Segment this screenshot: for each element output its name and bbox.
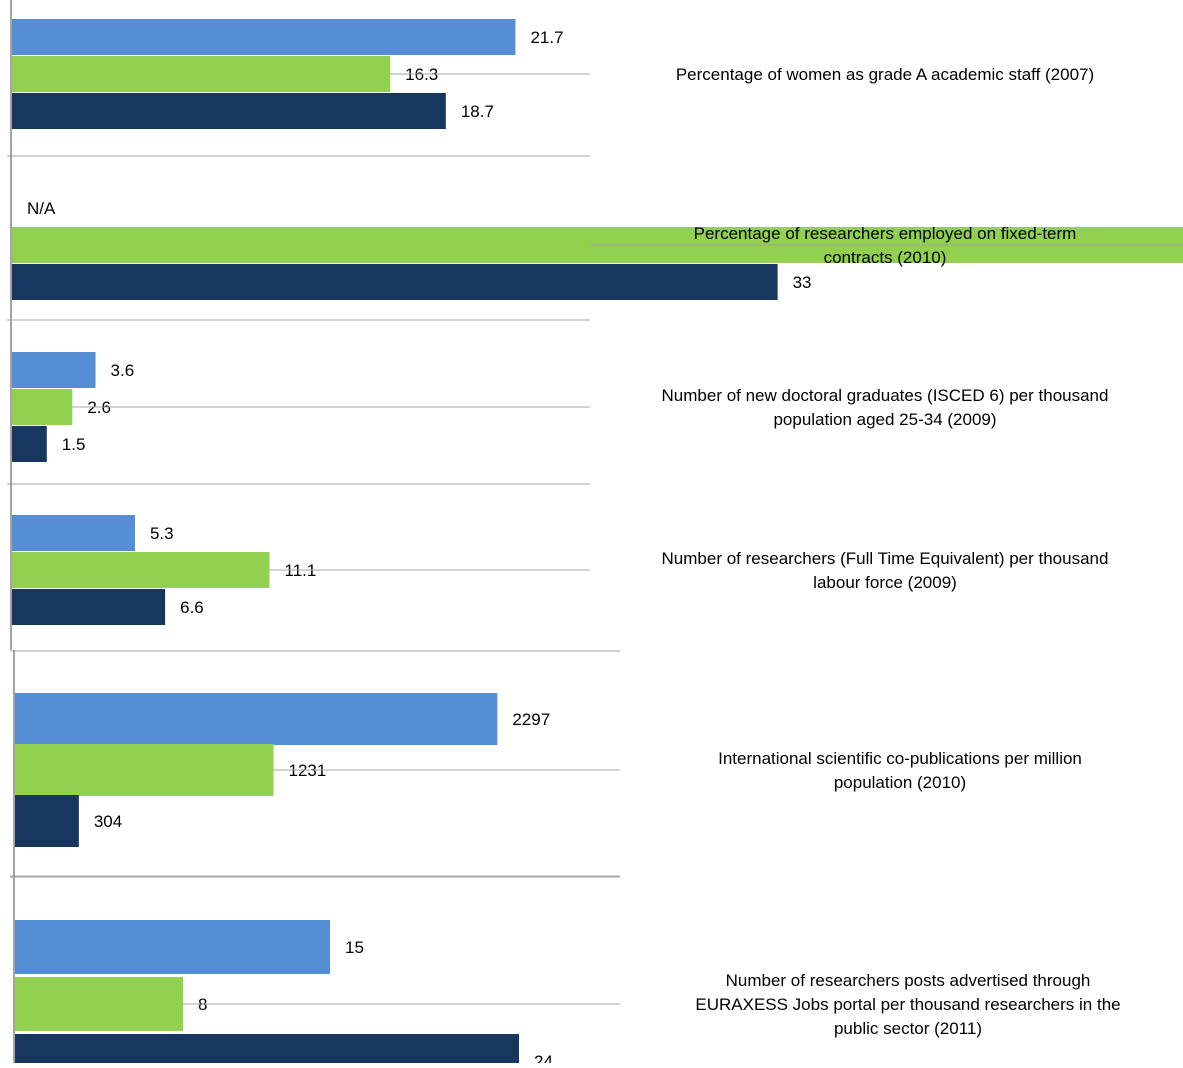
bar	[12, 56, 391, 92]
bar	[15, 1034, 519, 1068]
category-label: International scientific co-publications…	[718, 749, 1082, 792]
bar	[15, 693, 498, 745]
category-label-line: public sector (2011)	[834, 1019, 982, 1038]
category-label-line: labour force (2009)	[813, 573, 957, 592]
category-label: Percentage of researchers employed on fi…	[694, 224, 1077, 267]
category-label: Number of researchers (Full Time Equival…	[662, 549, 1109, 592]
category-label-line: Number of researchers (Full Time Equival…	[662, 549, 1109, 568]
category-label-line: population (2010)	[834, 773, 966, 792]
category-label: Number of new doctoral graduates (ISCED …	[662, 386, 1109, 429]
bar	[15, 920, 330, 974]
bar	[12, 389, 73, 425]
data-label: 6.6	[180, 598, 204, 617]
data-label: 24	[534, 1052, 553, 1063]
bar	[12, 93, 446, 129]
bar	[15, 977, 183, 1031]
bar	[12, 19, 516, 55]
data-label: 15	[345, 938, 364, 957]
bar	[15, 795, 79, 847]
data-label: 18.7	[461, 102, 494, 121]
category-label-line: Percentage of researchers employed on fi…	[694, 224, 1077, 243]
category-label: Percentage of women as grade A academic …	[676, 65, 1094, 84]
bar	[15, 744, 274, 796]
category-label-line: International scientific co-publications…	[718, 749, 1082, 768]
bar	[12, 515, 135, 551]
bar	[12, 426, 47, 462]
category-label-line: contracts (2010)	[824, 248, 947, 267]
bar	[12, 352, 96, 388]
category-label-line: Percentage of women as grade A academic …	[676, 65, 1094, 84]
bar	[12, 264, 778, 300]
bar	[12, 589, 166, 625]
category-label: Number of researchers posts advertised t…	[695, 971, 1120, 1038]
category-label-line: Number of researchers posts advertised t…	[726, 971, 1091, 990]
data-label: 21.7	[530, 28, 563, 47]
data-label: 2297	[512, 710, 550, 729]
category-label-line: population aged 25-34 (2009)	[773, 410, 996, 429]
data-label: 304	[94, 812, 122, 831]
data-label: 1.5	[62, 435, 86, 454]
bar	[12, 552, 270, 588]
data-label: N/A	[27, 199, 56, 218]
data-label: 3.6	[111, 361, 135, 380]
data-label: 5.3	[150, 524, 174, 543]
data-label: 33	[793, 273, 812, 292]
category-label-line: EURAXESS Jobs portal per thousand resear…	[695, 995, 1120, 1014]
category-label-line: Number of new doctoral graduates (ISCED …	[662, 386, 1109, 405]
